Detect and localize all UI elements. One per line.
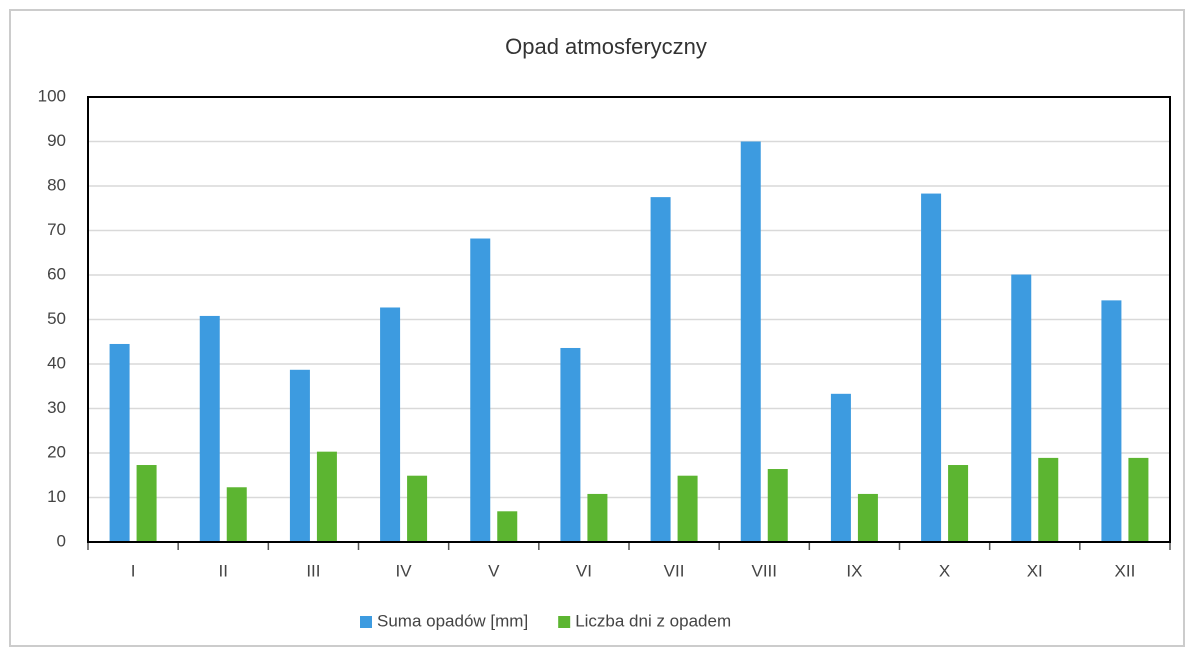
x-tick-label: IV [396, 561, 413, 580]
bar [316, 451, 337, 542]
bar [650, 197, 671, 542]
bar [767, 469, 788, 542]
bar [1038, 457, 1059, 542]
bar [560, 347, 581, 542]
bar [948, 465, 969, 542]
y-tick-label: 80 [47, 175, 66, 194]
bar [587, 493, 608, 542]
bar [740, 141, 761, 542]
bar [199, 315, 220, 542]
y-tick-label: 70 [47, 220, 66, 239]
legend-swatch [558, 616, 571, 628]
y-tick-label: 0 [57, 531, 66, 550]
bar [497, 511, 518, 542]
x-tick-label: III [306, 561, 320, 580]
x-tick-label: XI [1027, 561, 1043, 580]
bar [857, 493, 878, 542]
bar [830, 393, 851, 542]
x-tick-label: VI [576, 561, 592, 580]
y-tick-label: 60 [47, 264, 66, 283]
bar [380, 307, 401, 542]
legend-label: Suma opadów [mm] [377, 611, 528, 630]
chart-title: Opad atmosferyczny [505, 34, 707, 59]
bar [136, 465, 157, 542]
y-tick-label: 20 [47, 442, 66, 461]
y-tick-label: 100 [38, 86, 66, 105]
y-tick-label: 50 [47, 309, 66, 328]
bar [470, 238, 491, 542]
x-tick-label: II [219, 561, 228, 580]
bar [1011, 274, 1032, 542]
plot-frame [87, 96, 1171, 543]
legend-swatch [360, 616, 372, 628]
chart-frame [9, 9, 1185, 647]
x-tick-label: VIII [751, 561, 777, 580]
y-tick-label: 10 [47, 487, 66, 506]
bar [407, 475, 428, 542]
bar [109, 343, 130, 542]
x-tick-label: XII [1115, 561, 1136, 580]
legend-label: Liczba dni z opadem [575, 611, 731, 630]
x-tick-label: I [131, 561, 136, 580]
x-tick-label: IX [846, 561, 862, 580]
x-tick-label: X [939, 561, 950, 580]
bar [226, 487, 247, 542]
bar [289, 369, 310, 542]
y-tick-label: 40 [47, 353, 66, 372]
bar [921, 193, 942, 542]
y-tick-label: 30 [47, 398, 66, 417]
bar [1101, 300, 1122, 542]
bar [1128, 457, 1149, 542]
y-tick-label: 90 [47, 131, 66, 150]
x-tick-label: VII [664, 561, 685, 580]
bar [677, 475, 698, 542]
x-tick-label: V [488, 561, 500, 580]
